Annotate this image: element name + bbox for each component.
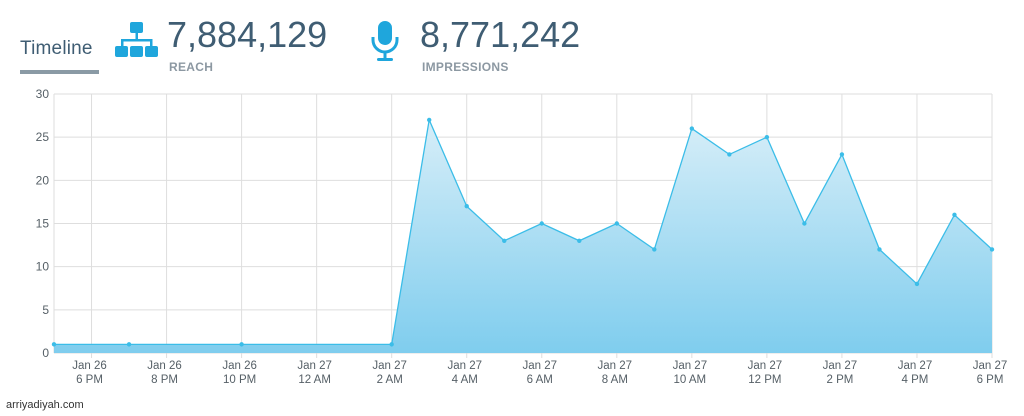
y-tick-label: 20	[36, 173, 50, 187]
timeline-chart: 0 5 10 15 20 25 30 Jan 26 6 PM Jan 26 8 PM Jan 26 1…	[36, 87, 1008, 386]
data-point	[577, 238, 582, 243]
x-tick-time: 4 AM	[452, 374, 478, 386]
y-tick-label: 10	[36, 260, 50, 274]
y-tick-label: 25	[36, 130, 50, 144]
data-point	[464, 204, 469, 209]
y-tick-label: 0	[42, 346, 49, 360]
x-tick-date: Jan 26	[147, 360, 182, 372]
microphone-icon	[371, 21, 399, 61]
y-tick-label: 5	[42, 303, 49, 317]
tab-timeline[interactable]: Timeline	[20, 38, 93, 59]
x-tick-time: 2 PM	[826, 374, 853, 386]
y-tick-label: 30	[36, 87, 50, 101]
x-tick-time: 12 AM	[298, 374, 331, 386]
x-tick-time: 6 AM	[527, 374, 553, 386]
reach-value: 7,884,129	[167, 14, 328, 55]
data-point	[802, 221, 807, 226]
x-tick-date: Jan 27	[973, 360, 1008, 372]
impressions-value: 8,771,242	[420, 14, 581, 55]
x-tick-time: 6 PM	[977, 374, 1004, 386]
series-area	[54, 119, 992, 354]
data-point	[989, 247, 995, 252]
tab-active-indicator	[20, 70, 99, 74]
x-tick-date: Jan 26	[72, 360, 107, 372]
data-point	[389, 342, 394, 347]
data-point	[239, 342, 244, 347]
chart-points-layer	[51, 117, 995, 347]
sitemap-icon	[115, 22, 158, 57]
x-tick-time: 10 AM	[674, 374, 707, 386]
x-tick-date: Jan 27	[372, 360, 407, 372]
y-axis: 0 5 10 15 20 25 30	[36, 87, 50, 360]
data-point	[839, 152, 845, 157]
data-point	[427, 117, 432, 123]
x-tick-date: Jan 26	[222, 360, 257, 372]
data-point	[952, 212, 957, 218]
x-tick-date: Jan 27	[748, 360, 783, 372]
x-tick-time: 10 PM	[223, 374, 256, 386]
data-point	[614, 221, 619, 226]
x-tick-time: 8 PM	[151, 374, 178, 386]
watermark: arriyadiyah.com	[6, 399, 84, 411]
data-point	[126, 342, 132, 347]
reach-label: REACH	[169, 60, 214, 74]
data-point	[652, 247, 657, 252]
chart-area-layer	[54, 117, 993, 354]
data-point	[502, 238, 507, 243]
header: Timeline 7,884,129 REACH 8,771,242 IMPRE…	[0, 0, 1024, 80]
x-tick-time: 2 AM	[377, 374, 403, 386]
data-point	[51, 342, 57, 347]
impressions-label: IMPRESSIONS	[422, 60, 509, 74]
x-tick-time: 12 PM	[748, 374, 781, 386]
x-tick-time: 4 PM	[902, 374, 929, 386]
x-tick-date: Jan 27	[447, 360, 482, 372]
x-tick-date: Jan 27	[673, 360, 708, 372]
data-point	[689, 126, 695, 131]
x-tick-date: Jan 27	[297, 360, 332, 372]
x-tick-date: Jan 27	[898, 360, 933, 372]
x-tick-date: Jan 27	[522, 360, 557, 372]
x-axis: Jan 26 6 PM Jan 26 8 PM Jan 26 10 PM Jan 27 12 …	[72, 360, 1007, 386]
x-tick-time: 8 AM	[602, 374, 628, 386]
data-point	[914, 281, 920, 287]
data-point	[764, 134, 770, 140]
x-tick-date: Jan 27	[598, 360, 633, 372]
x-tick-time: 6 PM	[76, 374, 103, 386]
data-point	[539, 221, 544, 226]
y-tick-label: 15	[36, 217, 50, 231]
data-point	[727, 152, 732, 157]
x-tick-date: Jan 27	[823, 360, 858, 372]
data-point	[877, 247, 882, 252]
series-line	[54, 117, 993, 346]
